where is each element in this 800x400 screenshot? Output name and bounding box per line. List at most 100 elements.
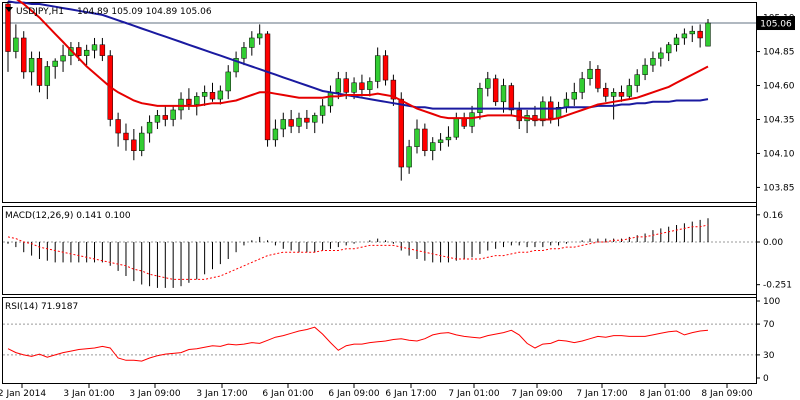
candle-up	[28, 58, 35, 73]
time-tick-label: 7 Jan 09:00	[511, 389, 563, 399]
price-tick-label: 104.60	[763, 82, 795, 92]
candle-up	[170, 109, 176, 120]
candle-down	[304, 117, 310, 123]
candle-down	[123, 132, 129, 141]
candle-down	[390, 79, 397, 100]
candle-up	[217, 90, 224, 100]
candle-up	[658, 52, 664, 59]
candle-down	[508, 85, 515, 111]
macd-tick-label: -0.251	[763, 281, 792, 291]
candle-up	[430, 142, 436, 151]
candle-up	[445, 136, 452, 141]
price-tick-label: 104.10	[763, 149, 795, 159]
time-tick-label: 8 Jan 01:00	[639, 389, 691, 399]
candle-down	[131, 139, 137, 151]
chevron-down-icon[interactable]	[5, 7, 13, 12]
candle-up	[469, 112, 475, 127]
macd-label: MACD(12,26,9) 0.141 0.100	[5, 211, 131, 221]
candle-up	[626, 85, 633, 97]
candle-up	[256, 33, 263, 39]
candle-up	[83, 49, 90, 56]
candle-up	[579, 78, 585, 93]
time-tick-label: 6 Jan 09:00	[328, 389, 380, 399]
candle-up	[351, 82, 357, 93]
candle-down	[382, 55, 389, 81]
candle-up	[194, 96, 200, 105]
candle-up	[563, 98, 570, 108]
candle-down	[618, 92, 625, 97]
candle-up	[60, 55, 66, 62]
candle-up	[327, 92, 334, 107]
candle-up	[540, 101, 546, 122]
macd-axis-ticks: 0.16 0.00 -0.251	[756, 211, 792, 291]
candle-up	[374, 55, 381, 82]
rsi-label: RSI(14) 71.9187	[5, 302, 78, 312]
candle-up	[296, 117, 302, 127]
candle-down	[186, 98, 192, 105]
rsi-panel-frame	[2, 297, 757, 384]
candle-up	[414, 128, 420, 147]
rsi-tick-label: 70	[763, 320, 775, 330]
candle-down	[99, 44, 106, 56]
candle-down	[492, 78, 499, 103]
ma-slow-line	[7, 0, 709, 110]
current-price-label: 105.06	[760, 20, 792, 30]
time-tick-label: 7 Jan 01:00	[448, 389, 500, 399]
candle-up	[91, 44, 98, 51]
time-tick-label: 3 Jan 09:00	[129, 389, 181, 399]
candle-up	[367, 81, 373, 90]
current-price-box	[757, 16, 795, 31]
candle-down	[288, 119, 294, 127]
candle-up	[139, 132, 145, 151]
candle-up	[650, 58, 656, 66]
candle-down	[359, 82, 365, 90]
candle-up	[705, 22, 711, 47]
candle-up	[689, 30, 695, 35]
candle-down	[115, 119, 121, 134]
candle-up	[437, 139, 444, 143]
time-tick-label: 3 Jan 01:00	[63, 389, 115, 399]
symbol-label: USDJPY,H1	[16, 7, 64, 17]
time-tick-label: 6 Jan 17:00	[385, 389, 437, 399]
rsi-axis-ticks: 100 70 30 0	[756, 297, 780, 384]
candle-down	[5, 3, 11, 52]
candle-up	[406, 146, 412, 168]
candle-up	[665, 44, 672, 54]
candle-up	[642, 64, 648, 75]
rsi-level-lines	[3, 323, 756, 356]
candle-down	[36, 58, 43, 86]
candle-up	[201, 92, 208, 97]
candle-down	[76, 47, 82, 56]
price-tick-label: 103.85	[763, 183, 795, 193]
candle-up	[233, 58, 239, 73]
candle-up	[587, 68, 593, 79]
candle-up	[52, 60, 58, 67]
time-tick-label: 7 Jan 17:00	[576, 389, 628, 399]
candle-up	[249, 37, 255, 48]
candle-up	[673, 37, 680, 46]
candle-down	[461, 117, 467, 127]
price-tick-label: 104.35	[763, 115, 795, 125]
candle-down	[516, 109, 522, 122]
rsi-tick-label: 30	[763, 351, 775, 361]
candle-up	[477, 87, 483, 113]
price-tick-label: 104.85	[763, 48, 795, 58]
candle-up	[571, 92, 577, 100]
ohlc-label: 104.89 105.09 104.89 105.06	[77, 7, 212, 17]
rsi-tick-label: 0	[763, 374, 769, 384]
macd-tick-label: 0.00	[763, 238, 783, 248]
candle-up	[146, 121, 153, 134]
candle-up	[319, 105, 326, 116]
candle-down	[422, 128, 428, 151]
time-tick-label: 8 Jan 09:00	[701, 389, 753, 399]
time-tick-label: 2 Jan 2014	[0, 389, 46, 399]
rsi-line	[7, 326, 709, 362]
candle-down	[343, 78, 349, 93]
candle-up	[485, 78, 491, 89]
candle-up	[44, 66, 51, 86]
candle-up	[681, 33, 688, 39]
candle-up	[280, 119, 286, 130]
time-tick-label: 6 Jan 01:00	[262, 389, 314, 399]
